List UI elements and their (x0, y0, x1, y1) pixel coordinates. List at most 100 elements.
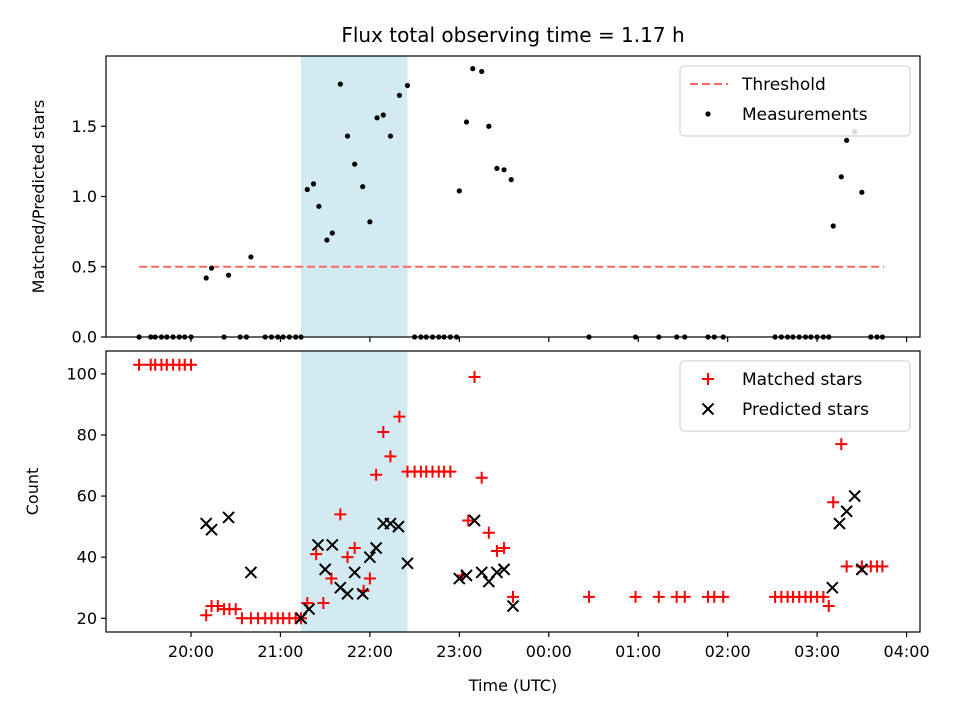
measurement-point (304, 186, 310, 193)
legend-measurement-swatch (705, 111, 711, 117)
measurement-point (374, 115, 380, 121)
measurement-point (360, 184, 366, 190)
matched-star-point (482, 526, 495, 539)
matched-star-point (629, 590, 642, 603)
panel-ratio: 0.0 0.5 1.0 1.5 Matched/Predicted stars Thres… (29, 55, 921, 347)
top-y-tick-label: 0.5 (72, 257, 97, 276)
matched-star-point (229, 603, 242, 616)
matched-star-point (507, 590, 519, 603)
predicted-star-point (392, 520, 405, 533)
matched-star-point (717, 590, 730, 603)
predicted-star-point (826, 581, 839, 594)
top-shaded-span (301, 56, 408, 337)
measurement-point (404, 82, 411, 89)
x-tick-label: 22:00 (347, 642, 393, 661)
predicted-star-point (311, 538, 325, 552)
matched-star-point (348, 542, 361, 555)
predicted-star-point (318, 563, 332, 576)
matched-star-point (325, 572, 338, 585)
measurement-point (248, 254, 254, 260)
x-tick-label: 21:00 (257, 642, 303, 661)
x-tick-label: 03:00 (794, 642, 840, 661)
top-y-tick-label: 0.0 (72, 328, 97, 347)
bottom-y-tick-label: 60 (77, 487, 97, 506)
panel-count: 20 40 60 80 100 20:00 21:00 22:00 23:00 00:00 01:0… (23, 350, 930, 661)
measurement-point (479, 68, 485, 75)
measurement-point (844, 137, 850, 143)
top-series-measurements (136, 66, 886, 340)
predicted-star-point (326, 538, 339, 552)
measurement-point (316, 203, 322, 209)
measurement-point (329, 230, 335, 236)
x-tick-label: 23:00 (436, 642, 482, 661)
matched-star-point (827, 496, 840, 509)
bottom-y-tick-label: 20 (77, 609, 97, 628)
top-y-tick-label: 1.0 (72, 187, 97, 206)
measurement-point (380, 112, 386, 118)
matched-star-point (822, 600, 835, 613)
legend-predicted-swatch (701, 402, 715, 416)
matched-star-point (133, 358, 146, 371)
predicted-star-point (468, 514, 481, 527)
matched-star-point (341, 551, 354, 564)
top-legend: Threshold Measurements (679, 65, 911, 137)
predicted-star-point (244, 566, 258, 579)
predicted-star-point (475, 566, 488, 579)
matched-star-point (184, 358, 197, 371)
measurement-point (456, 188, 462, 194)
matched-star-point (393, 410, 406, 423)
x-tick-label: 01:00 (615, 642, 661, 661)
matched-star-point (334, 508, 347, 521)
top-y-tick-label: 1.5 (72, 117, 97, 136)
matched-star-point (498, 542, 511, 555)
measurement-point (859, 189, 865, 195)
legend-label: Matched stars (742, 370, 862, 390)
measurement-point (470, 66, 476, 72)
x-tick-label: 02:00 (705, 642, 751, 661)
predicted-star-point (356, 587, 369, 601)
matched-star-point (317, 596, 330, 609)
matched-star-point (652, 590, 665, 603)
measurement-point (225, 272, 232, 278)
matched-star-point (835, 438, 848, 451)
matched-star-point (462, 514, 475, 527)
predicted-star-point (840, 505, 853, 518)
top-y-axis-label: Matched/Predicted stars (29, 100, 48, 294)
measurement-point (208, 265, 215, 271)
predicted-star-point (348, 566, 361, 579)
x-axis-label: Time (UTC) (468, 676, 557, 695)
measurement-point (203, 275, 209, 281)
bottom-y-tick-label: 40 (77, 548, 97, 567)
chart-title: Flux total observing time = 1.17 h (341, 23, 684, 47)
legend-label: Predicted stars (742, 400, 869, 420)
measurement-point (352, 161, 358, 167)
measurement-point (463, 119, 470, 125)
matched-star-point (444, 465, 457, 478)
predicted-star-point (369, 541, 383, 555)
measurement-point (501, 167, 507, 173)
matched-star-point (384, 450, 397, 463)
predicted-star-point (490, 566, 504, 579)
measurement-point (337, 81, 343, 87)
bottom-y-tick-label: 80 (77, 425, 97, 444)
x-tick-label: 00:00 (526, 642, 572, 661)
top-legend-box (679, 65, 911, 137)
bottom-legend: Matched stars Predicted stars (679, 360, 911, 432)
legend-matched-swatch (702, 373, 714, 385)
predicted-star-point (363, 550, 377, 564)
matched-star-point (468, 370, 481, 383)
predicted-star-point (341, 587, 354, 601)
predicted-star-point (222, 511, 235, 524)
legend-label: Threshold (741, 75, 826, 95)
matched-star-point (817, 590, 830, 603)
measurement-point (486, 123, 492, 129)
predicted-star-point (497, 563, 511, 576)
predicted-star-point (302, 602, 316, 616)
matched-star-point (840, 560, 853, 573)
legend-label: Measurements (742, 105, 868, 125)
matched-star-point (211, 600, 224, 613)
predicted-star-point (384, 517, 397, 530)
matched-star-point (370, 468, 383, 481)
predicted-star-point (460, 569, 473, 582)
x-tick-label: 04:00 (884, 642, 930, 661)
